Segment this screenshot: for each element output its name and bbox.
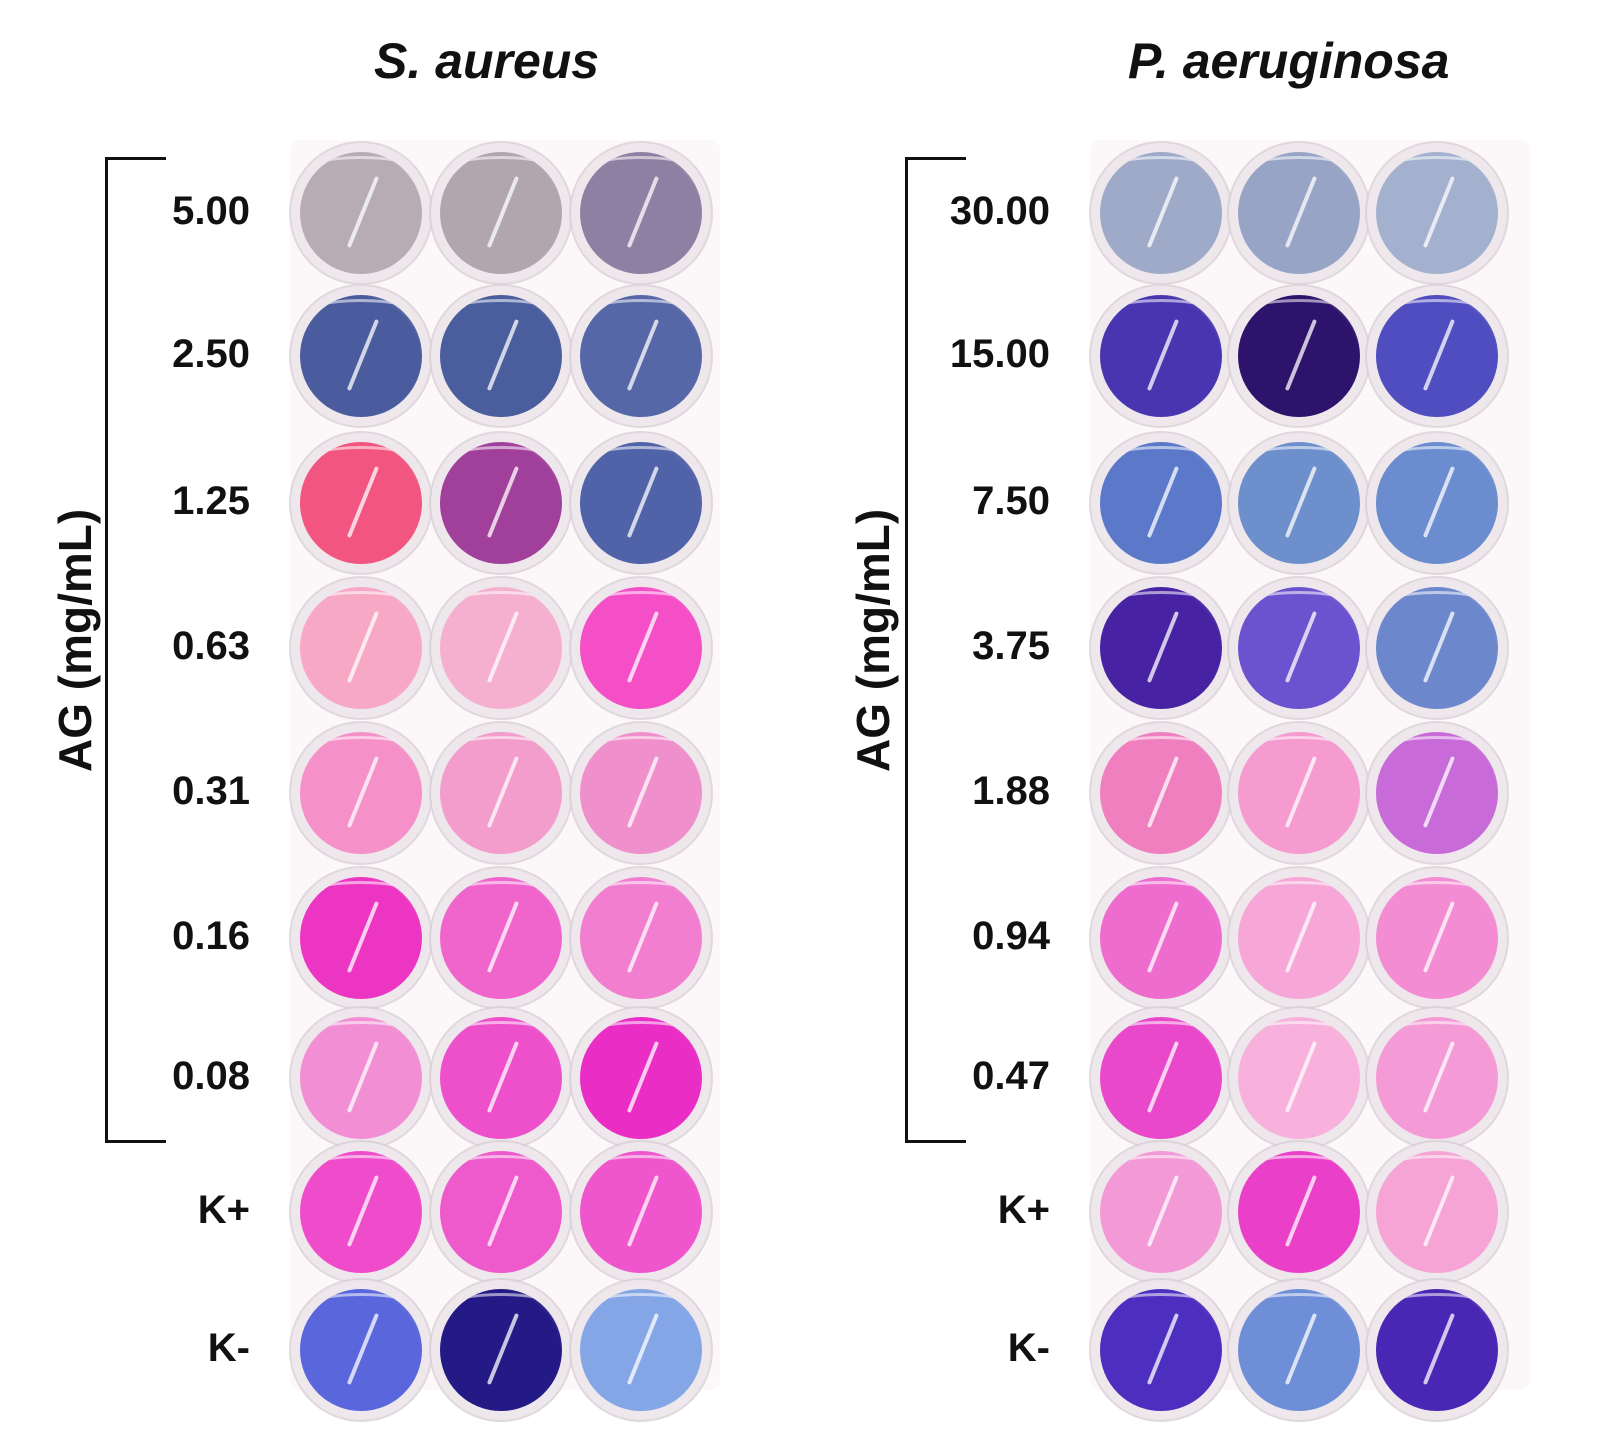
plate-well (1238, 1151, 1360, 1273)
plate-well (440, 732, 562, 854)
plate-well (1376, 732, 1498, 854)
plate-well (300, 587, 422, 709)
plate-well (300, 1151, 422, 1273)
concentration-label: 0.08 (172, 1054, 250, 1098)
plate-well (300, 442, 422, 564)
concentration-label: K- (1007, 1326, 1050, 1370)
plate-well (300, 877, 422, 999)
plate-well (1100, 1151, 1222, 1273)
panel-p-aeruginosa: P. aeruginosa AG (mg/mL) 30.00 15.00 7.50 3… (800, 0, 1604, 1446)
plate-well (1238, 295, 1360, 417)
plate-well (1100, 587, 1222, 709)
concentration-label: K+ (997, 1188, 1050, 1232)
plate-well (580, 877, 702, 999)
concentration-label: 5.00 (172, 189, 250, 233)
concentration-label: 2.50 (172, 332, 250, 376)
concentration-label: 0.16 (172, 914, 250, 958)
plate-well (1238, 1289, 1360, 1411)
plate-well (300, 732, 422, 854)
plate-well (440, 1151, 562, 1273)
plate-well (1100, 152, 1222, 274)
plate-well (580, 442, 702, 564)
axis-bracket (105, 157, 166, 1143)
plate-well (1376, 442, 1498, 564)
plate-well (1376, 877, 1498, 999)
plate-well (1238, 587, 1360, 709)
plate-well (440, 587, 562, 709)
concentration-label: 0.31 (172, 769, 250, 813)
panel-title: S. aureus (374, 33, 600, 89)
concentration-label: 0.63 (172, 624, 250, 668)
plate-well (440, 877, 562, 999)
plate-well (1100, 1289, 1222, 1411)
plate-well (580, 152, 702, 274)
plate-well (580, 295, 702, 417)
axis-bracket (905, 157, 966, 1143)
concentration-label: 3.75 (972, 624, 1050, 668)
plate-well (1238, 732, 1360, 854)
plate-well (580, 1017, 702, 1139)
plate-well (440, 442, 562, 564)
concentration-label: 7.50 (972, 479, 1050, 523)
plate-well (1238, 442, 1360, 564)
plate-well (1238, 1017, 1360, 1139)
plate-well (1100, 732, 1222, 854)
concentration-label: 30.00 (949, 189, 1050, 233)
panel-title: P. aeruginosa (1128, 33, 1450, 89)
concentration-label: 15.00 (949, 332, 1050, 376)
plate-well (440, 1017, 562, 1139)
concentration-label: 1.25 (172, 479, 250, 523)
plate-well (580, 1289, 702, 1411)
plate-well (1376, 1151, 1498, 1273)
plate-well (300, 152, 422, 274)
plate-well (1100, 1017, 1222, 1139)
concentration-label: 0.47 (972, 1054, 1050, 1098)
plate-well (580, 587, 702, 709)
plate-well (1376, 1289, 1498, 1411)
plate-well (1100, 877, 1222, 999)
y-axis-label: AG (mg/mL) (49, 508, 101, 772)
plate-well (580, 1151, 702, 1273)
plate-well (300, 1017, 422, 1139)
concentration-label: K+ (197, 1188, 250, 1232)
plate-well (1376, 587, 1498, 709)
plate-well (1100, 442, 1222, 564)
plate-well (440, 295, 562, 417)
plate-well (440, 1289, 562, 1411)
plate-well (300, 295, 422, 417)
plate-well (440, 152, 562, 274)
plate-well (1238, 877, 1360, 999)
plate-well (300, 1289, 422, 1411)
plate-well (1376, 295, 1498, 417)
plate-well (1238, 152, 1360, 274)
concentration-label: 1.88 (972, 769, 1050, 813)
plate-well (580, 732, 702, 854)
concentration-label: 0.94 (972, 914, 1050, 958)
y-axis-label: AG (mg/mL) (847, 508, 899, 772)
plate-well (1376, 1017, 1498, 1139)
plate-well (1376, 152, 1498, 274)
plate-well (1100, 295, 1222, 417)
concentration-label: K- (207, 1326, 250, 1370)
panel-s-aureus: S. aureus AG (mg/mL) 5.00 2.50 1.25 0.63 0.3… (0, 0, 800, 1446)
